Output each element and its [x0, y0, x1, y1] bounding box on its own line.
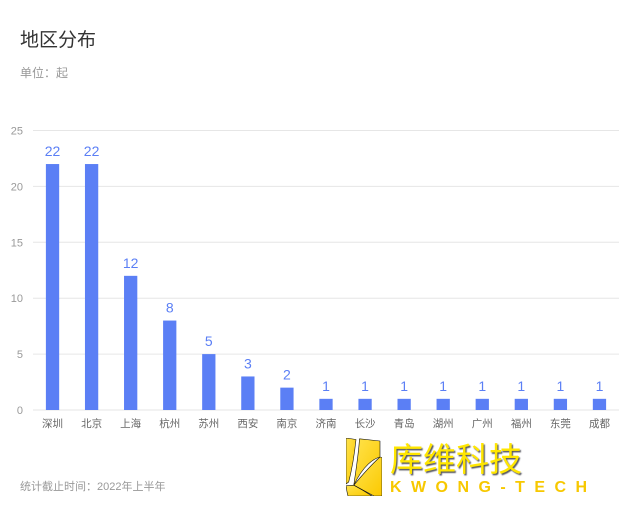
svg-text:苏州: 苏州: [198, 417, 219, 430]
svg-text:1: 1: [400, 378, 408, 394]
svg-text:杭州: 杭州: [159, 417, 180, 430]
svg-text:湖州: 湖州: [433, 418, 454, 430]
svg-text:15: 15: [11, 237, 23, 249]
svg-text:1: 1: [478, 378, 486, 394]
svg-text:上海: 上海: [120, 417, 141, 430]
svg-text:济南: 济南: [316, 417, 337, 430]
svg-text:22: 22: [45, 143, 61, 159]
svg-text:5: 5: [17, 349, 23, 361]
svg-text:1: 1: [322, 378, 330, 394]
svg-text:5: 5: [205, 333, 213, 349]
svg-text:0: 0: [17, 405, 23, 417]
svg-text:3: 3: [244, 355, 252, 371]
svg-text:22: 22: [84, 143, 100, 159]
svg-text:1: 1: [557, 378, 565, 394]
svg-text:8: 8: [166, 300, 174, 316]
svg-text:南京: 南京: [276, 417, 297, 430]
svg-text:25: 25: [11, 126, 23, 138]
svg-text:1: 1: [596, 378, 604, 394]
svg-text:东莞: 东莞: [550, 417, 571, 430]
svg-text:成都: 成都: [589, 418, 610, 430]
svg-text:北京: 北京: [81, 417, 102, 430]
svg-text:1: 1: [517, 378, 525, 394]
svg-text:1: 1: [439, 378, 447, 394]
svg-text:12: 12: [123, 255, 139, 271]
svg-text:1: 1: [361, 378, 369, 394]
svg-text:10: 10: [11, 293, 23, 305]
svg-text:20: 20: [11, 181, 23, 193]
svg-text:长沙: 长沙: [355, 418, 376, 430]
svg-text:青岛: 青岛: [394, 417, 415, 430]
svg-text:2: 2: [283, 367, 291, 383]
svg-text:西安: 西安: [237, 417, 258, 430]
svg-text:福州: 福州: [511, 417, 532, 430]
svg-text:广州: 广州: [472, 418, 493, 430]
svg-text:深圳: 深圳: [42, 418, 63, 430]
